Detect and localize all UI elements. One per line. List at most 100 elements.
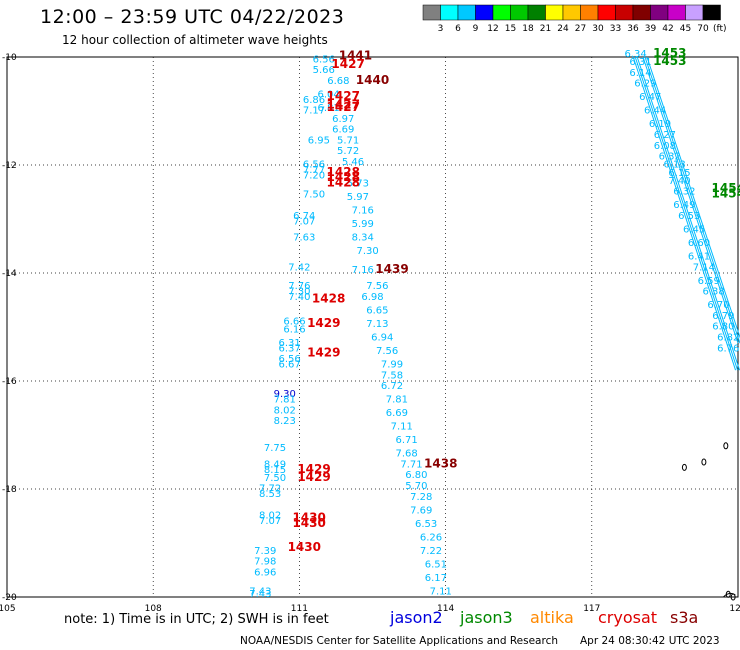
pass-time-label: 1454	[712, 186, 740, 200]
footer-credit: NOAA/NESDIS Center for Satellite Applica…	[240, 635, 558, 647]
wave-height-label: 7.81	[386, 395, 408, 406]
satellite-track-line	[636, 56, 740, 371]
wave-height-label: 6.60	[688, 238, 710, 249]
colorbar-tick-label: 39	[645, 24, 657, 34]
pass-time-label: 1440	[356, 73, 389, 87]
wave-height-label: 8.34	[352, 233, 374, 244]
wave-height-label: 6.16	[283, 324, 305, 335]
wave-height-label: 6.56	[303, 160, 325, 171]
wave-height-label: 7.56	[366, 281, 388, 292]
wave-height-label: 8.02	[259, 511, 281, 522]
wave-height-label: 6.04	[318, 90, 340, 101]
lat-tick-label: -20	[2, 593, 17, 603]
colorbar-tick-label: 42	[662, 24, 673, 34]
lat-tick-label: -18	[2, 485, 17, 495]
wave-height-label: 7.30	[288, 287, 310, 298]
wave-height-label: 7.43	[249, 589, 271, 600]
wave-height-label: 6.08	[654, 141, 676, 152]
lat-tick-label: -12	[2, 161, 17, 171]
wave-height-label: 6.26	[420, 532, 442, 543]
satellite-track-line	[632, 56, 737, 371]
pass-time-label: 1427	[327, 89, 360, 103]
wave-height-label: 6.17	[425, 573, 447, 584]
colorbar-tick-label: 24	[557, 24, 569, 34]
wave-height-label: 7.68	[395, 449, 417, 460]
colorbar-swatch	[702, 4, 721, 21]
lat-tick-label: -10	[2, 53, 17, 63]
wave-height-label: 8.23	[274, 416, 296, 427]
island-outline	[701, 458, 707, 466]
coastline	[723, 592, 736, 598]
wave-height-label: 7.43	[249, 586, 271, 597]
pass-time-label: 1439	[375, 262, 408, 276]
wave-height-label: 7.11	[430, 586, 452, 597]
wave-height-label: 7.16	[352, 206, 374, 217]
wave-height-label: 7.30	[356, 246, 378, 257]
footer-timestamp: Apr 24 08:30:42 UTC 2023	[580, 635, 720, 647]
wave-height-label: 7.20	[303, 171, 325, 182]
colorbar-tick-label: 33	[610, 24, 621, 34]
wave-height-label: 6.71	[395, 435, 417, 446]
wave-height-label: 6.29	[634, 79, 656, 90]
colorbar-tick-label: 6	[455, 24, 461, 34]
wave-height-label: 7.56	[376, 346, 398, 357]
pass-time-label: 1430	[292, 516, 325, 530]
pass-time-label: 1454	[712, 181, 740, 195]
wave-height-label: 7.50	[303, 189, 325, 200]
wave-height-label: 6.44	[644, 106, 666, 117]
pass-time-label: 1428	[327, 176, 360, 190]
island-outline	[681, 463, 687, 471]
wave-height-label: 6.45	[683, 225, 705, 236]
wave-height-label: 6.53	[415, 519, 437, 530]
map-frame	[6, 56, 739, 598]
pass-time-label: 1429	[297, 470, 330, 484]
wave-height-label: 5.46	[342, 157, 364, 168]
pass-time-label: 1429	[297, 462, 330, 476]
wave-height-label: 6.68	[327, 76, 349, 87]
wave-height-label: 6.72	[381, 381, 403, 392]
color-scale-bar: 3 6 9 12 15 18 21 24 27 30 33 36 39 42 45 70 (ft)	[422, 4, 727, 34]
colorbar-tick-label: 70	[697, 24, 709, 34]
wave-height-map: 105 108 111 114 117 120 -10 -12 -14 -16 -18 -20 6.56…	[0, 46, 740, 614]
wave-height-label: 7.98	[254, 557, 276, 568]
wave-height-label: 6.95	[308, 135, 330, 146]
wave-height-label: 6.37	[279, 343, 301, 354]
pass-time-label: 1428	[327, 170, 360, 184]
colorbar-unit-label: (ft)	[713, 24, 727, 34]
wave-height-label: 7.81	[274, 395, 296, 406]
wave-height-label: 7.71	[400, 459, 422, 470]
wave-height-label: 5.71	[337, 135, 359, 146]
wave-height-label: 6.80	[712, 322, 734, 333]
wave-height-label: 6.94	[371, 333, 393, 344]
legend-altika: altika	[530, 608, 574, 627]
wave-height-label: 6.69	[332, 125, 354, 136]
wave-height-label: 6.34	[625, 49, 647, 60]
wave-height-label: 5.72	[337, 146, 359, 157]
wave-height-label: 6.67	[279, 360, 301, 371]
wave-height-label: 7.16	[352, 265, 374, 276]
wave-height-label: 6.96	[254, 567, 276, 578]
wave-height-label: 7.39	[254, 546, 276, 557]
colorbar-tick-label: 9	[473, 24, 479, 34]
wave-height-label: 6.38	[703, 287, 725, 298]
wave-height-label: 6.65	[366, 306, 388, 317]
wave-height-label: 6.14	[629, 68, 651, 79]
satellite-track-line	[646, 56, 740, 339]
colorbar-tick-label: 3	[438, 24, 444, 34]
wave-height-label: 6.86	[303, 95, 325, 106]
colorbar-tick-label: 36	[627, 24, 639, 34]
wave-height-label: 5.73	[347, 179, 369, 190]
page-title: 12:00 – 23:59 UTC 04/22/2023	[40, 6, 345, 28]
pass-time-label: 1427	[327, 97, 360, 111]
wave-height-label: 6.31	[629, 57, 651, 68]
wave-height-label: 7.22	[420, 546, 442, 557]
island-outline	[723, 442, 729, 450]
wave-height-label: 7.99	[381, 360, 403, 371]
wave-height-label: 7.40	[288, 292, 310, 303]
wave-height-label: 7.07	[293, 216, 315, 227]
wave-height-label: 7.63	[293, 233, 315, 244]
legend-jason2: jason2	[390, 608, 443, 627]
pass-time-label: 1430	[288, 540, 321, 554]
lon-tick-label: 111	[291, 604, 308, 614]
